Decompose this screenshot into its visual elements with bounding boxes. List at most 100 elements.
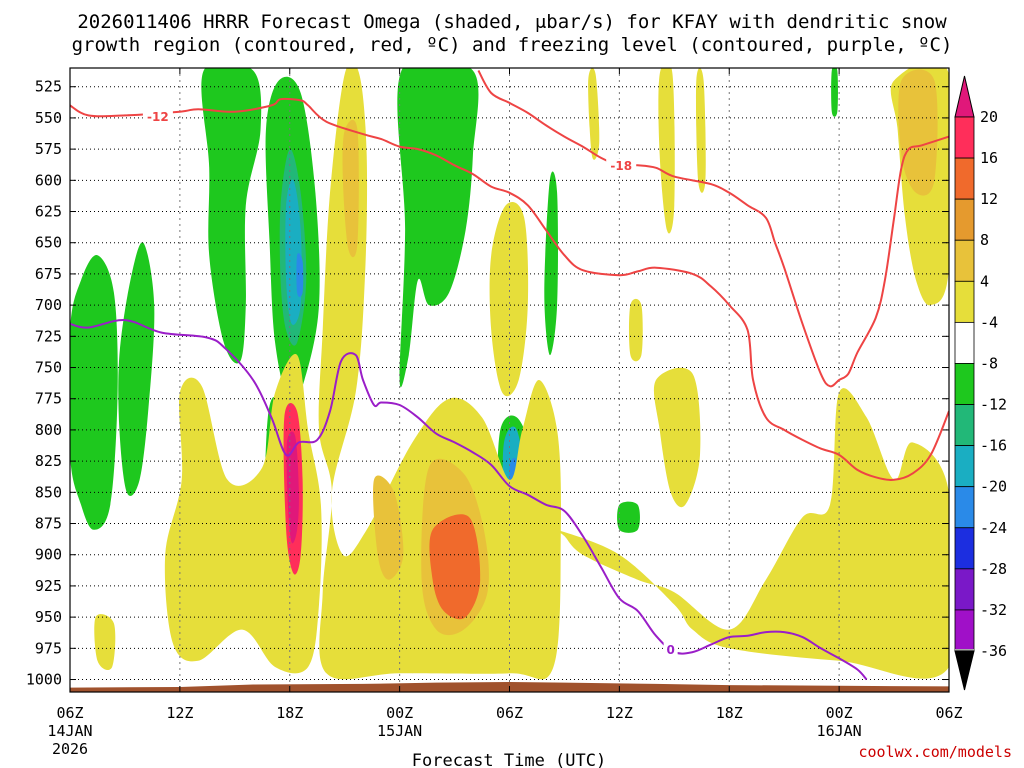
y-tick-label: 850 — [35, 483, 62, 501]
omega-region-downward-31 — [429, 514, 481, 620]
colorbar-swatch — [954, 445, 975, 488]
y-tick-label: 900 — [35, 546, 62, 564]
chart-title-line2: growth region (contoured, red, ºC) and f… — [72, 34, 953, 56]
colorbar-label: -8 — [980, 354, 998, 372]
colorbar-swatch — [954, 568, 975, 611]
x-tick-label: 12Z — [166, 704, 193, 722]
colorbar-swatch — [954, 321, 975, 364]
x-date-label: 16JAN — [817, 722, 862, 740]
omega-region-downward-21 — [695, 68, 706, 193]
colorbar-swatch — [954, 239, 975, 282]
contour-lines — [70, 70, 949, 681]
colorbar-label: 4 — [980, 272, 989, 290]
omega-region-downward-16 — [164, 354, 322, 674]
omega-region-upward-3 — [201, 68, 262, 364]
y-tick-label: 600 — [35, 171, 62, 189]
x-tick-label: 06Z — [935, 704, 962, 722]
y-tick-label: 875 — [35, 515, 62, 533]
contour-line-3 — [70, 319, 868, 681]
y-tick-label: 675 — [35, 265, 62, 283]
omega-region-upward-14 — [617, 501, 640, 533]
colorbar-label: -32 — [980, 601, 1007, 619]
colorbar-label: -20 — [980, 478, 1007, 496]
contour-labels: -12 -18 0 — [142, 109, 678, 657]
colorbar-label: -4 — [980, 313, 998, 331]
x-tick-label: 18Z — [276, 704, 303, 722]
x-tick-label: 12Z — [606, 704, 633, 722]
omega-region-downward-20 — [658, 68, 675, 234]
credit-text: coolwx.com/models — [858, 743, 1012, 761]
y-tick-label: 525 — [35, 78, 62, 96]
y-tick-label: 975 — [35, 639, 62, 657]
x-date-label: 14JAN — [47, 722, 92, 740]
omega-region-downward-29 — [342, 119, 359, 258]
y-tick-label: 750 — [35, 359, 62, 377]
omega-region-upward-9 — [544, 171, 558, 356]
colorbar-swatch — [954, 363, 975, 405]
omega-region-downward-19 — [588, 68, 600, 160]
contour-label-bg-3 — [663, 642, 678, 657]
colorbar-swatch — [954, 280, 975, 323]
contour-line-1 — [70, 97, 949, 481]
colorbar-swatch — [954, 609, 975, 652]
x-tick-label: 00Z — [386, 704, 413, 722]
omega-region-upward-8 — [397, 68, 479, 388]
x-year-label: 2026 — [52, 740, 88, 758]
contour-label-bg-1 — [142, 109, 173, 124]
colorbar-swatch — [954, 486, 975, 529]
colorbar-label: 20 — [980, 108, 998, 126]
y-tick-label: 625 — [35, 203, 62, 221]
x-date-label: 15JAN — [377, 722, 422, 740]
omega-region-downward-27 — [373, 475, 404, 580]
grid — [70, 68, 949, 692]
omega-region-downward-22 — [628, 298, 643, 362]
y-tick-label: 700 — [35, 296, 62, 314]
y-tick-label: 1000 — [26, 671, 62, 689]
colorbar-swatch — [955, 649, 974, 651]
colorbar-swatch — [954, 198, 975, 241]
x-tick-label: 06Z — [496, 704, 523, 722]
colorbar-label: 8 — [980, 231, 989, 249]
colorbar-label: -12 — [980, 396, 1007, 414]
y-tick-label: 950 — [35, 608, 62, 626]
y-tick-label: 550 — [35, 109, 62, 127]
y-tick-label: 825 — [35, 452, 62, 470]
omega-region-downward-26 — [94, 614, 116, 671]
omega-region-downward-18 — [489, 202, 529, 397]
y-tick-label: 650 — [35, 234, 62, 252]
x-axis-title: Forecast Time (UTC) — [412, 751, 606, 768]
colorbar-label: 12 — [980, 190, 998, 208]
omega-region-upward-2 — [118, 242, 155, 497]
omega-region-downward-30 — [898, 69, 938, 196]
contour-label-1: -12 — [147, 110, 169, 124]
contour-label-3: 0 — [666, 643, 674, 657]
chart-title-line1: 2026011406 HRRR Forecast Omega (shaded, … — [77, 11, 947, 33]
colorbar-label: -24 — [980, 519, 1007, 537]
omega-region-upward-1 — [70, 255, 118, 530]
y-axis: 525 550 575 600 625 650 675 700 725 750 775 800 825 8… — [26, 78, 949, 689]
contour-label-2: -18 — [610, 159, 632, 173]
contour-line-2 — [477, 70, 949, 388]
colorbar-swatch — [954, 157, 975, 200]
y-tick-label: 925 — [35, 577, 62, 595]
colorbar: 20 16 12 8 4 -4 -8 -12 -16 -20 -24 -28 -32 -36 — [954, 75, 1007, 691]
contour-label-bg-2 — [606, 158, 637, 173]
colorbar-swatch — [954, 527, 975, 570]
x-tick-label: 00Z — [826, 704, 853, 722]
colorbar-label: -36 — [980, 642, 1007, 660]
x-tick-label: 06Z — [56, 704, 83, 722]
colorbar-label: -16 — [980, 437, 1007, 455]
y-tick-label: 725 — [35, 327, 62, 345]
x-tick-label: 18Z — [716, 704, 743, 722]
omega-region-upward-15 — [831, 68, 838, 117]
y-tick-label: 575 — [35, 140, 62, 158]
omega-region-upward-7 — [296, 253, 304, 297]
colorbar-swatch — [954, 116, 975, 159]
colorbar-bottom-arrow — [954, 650, 975, 691]
colorbar-label: 16 — [980, 149, 998, 167]
omega-region-downward-23 — [653, 367, 701, 508]
colorbar-swatch — [954, 404, 975, 447]
y-tick-label: 800 — [35, 421, 62, 439]
